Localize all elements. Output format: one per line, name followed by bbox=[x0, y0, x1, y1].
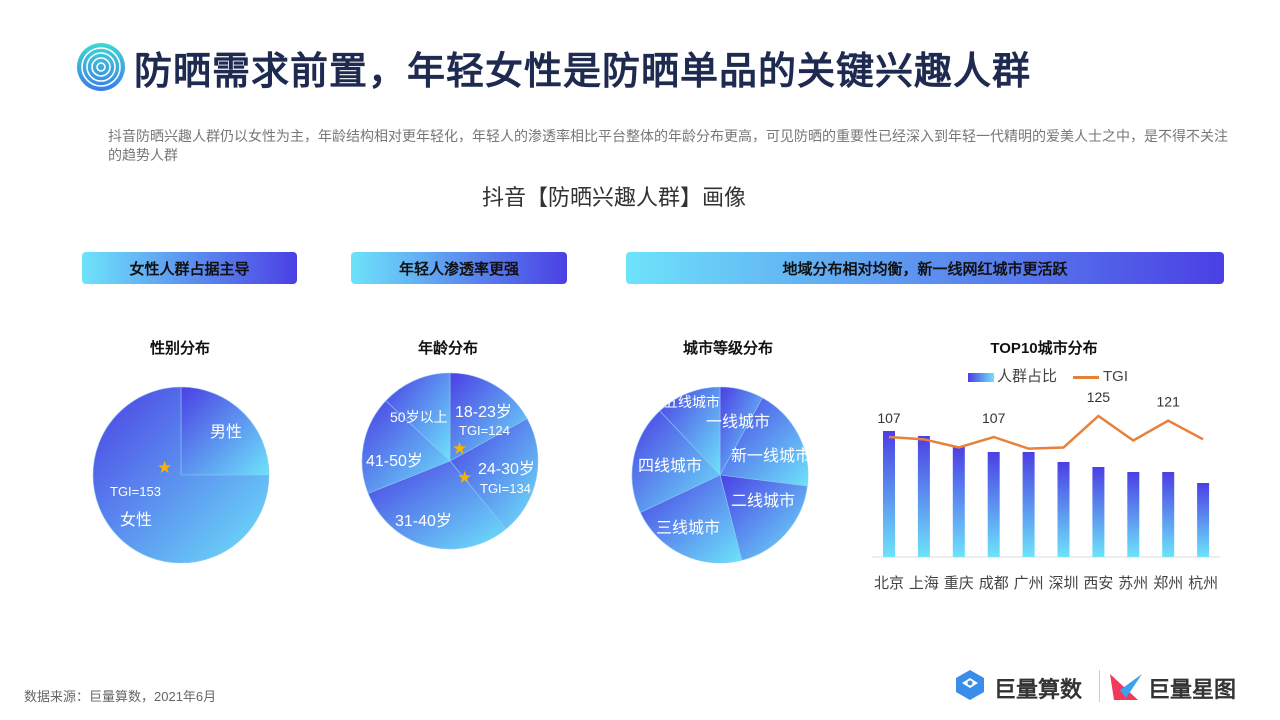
x-tick-label: 深圳 bbox=[1048, 575, 1078, 592]
x-tick-label: 成都 bbox=[979, 575, 1009, 592]
chart-title-age: 年龄分布 bbox=[417, 340, 478, 357]
star-icon: ★ bbox=[157, 458, 173, 477]
tgi-data-label: 107 bbox=[982, 410, 1006, 426]
pie-slice-24-30岁 bbox=[449, 418, 539, 530]
tgi-data-label: 121 bbox=[1157, 394, 1181, 410]
x-tick-label: 重庆 bbox=[944, 575, 974, 592]
x-tick-label: 杭州 bbox=[1188, 575, 1218, 592]
x-tick-label: 苏州 bbox=[1118, 575, 1148, 592]
tgi-data-label: 107 bbox=[877, 410, 901, 426]
legend-bar-swatch bbox=[968, 373, 994, 382]
pie-label: 男性 bbox=[210, 424, 243, 441]
pie-slice-三线城市 bbox=[639, 474, 743, 564]
bar-苏州 bbox=[1127, 472, 1140, 557]
brand-xingtu: 巨量星图 bbox=[1148, 677, 1237, 702]
pie-label: 五线城市 bbox=[664, 394, 720, 410]
pie-slice-女性 bbox=[92, 386, 270, 564]
data-source: 数据来源：巨量算数，2021年6月 bbox=[24, 689, 217, 704]
description: 抖音防晒兴趣人群仍以女性为主，年龄结构相对更年轻化，年轻人的渗透率相比平台整体的… bbox=[108, 128, 1228, 163]
bar-西安 bbox=[1092, 467, 1105, 557]
pie-label: 女性 bbox=[120, 512, 153, 529]
pie-label: 41-50岁 bbox=[366, 453, 423, 470]
pie-slice-50岁以上 bbox=[385, 372, 451, 462]
legend-label: 人群占比 bbox=[997, 368, 1058, 385]
legend-line-swatch bbox=[1073, 376, 1099, 379]
pie-label: 18-23岁 bbox=[455, 404, 512, 421]
pie-label: 31-40岁 bbox=[395, 513, 452, 530]
pie-label: 新一线城市 bbox=[731, 448, 812, 465]
divider bbox=[1099, 670, 1100, 702]
pie-slice-四线城市 bbox=[631, 410, 721, 513]
banner-region: 地域分布相对均衡，新一线网红城市更活跃 bbox=[626, 252, 1224, 284]
pie-label: 一线城市 bbox=[706, 414, 771, 431]
legend-label: TGI bbox=[1103, 368, 1128, 385]
pie-slice-新一线城市 bbox=[719, 397, 809, 487]
bar-重庆 bbox=[952, 447, 965, 557]
pie-label: 二线城市 bbox=[731, 493, 796, 510]
pie-slice-41-50岁 bbox=[361, 400, 451, 494]
bar-深圳 bbox=[1057, 462, 1070, 557]
pie-label: 50岁以上 bbox=[390, 409, 448, 425]
tgi-annotation: TGI=134 bbox=[480, 481, 531, 496]
pie-slice-31-40岁 bbox=[367, 460, 507, 550]
chart-title-city-tier: 城市等级分布 bbox=[682, 340, 773, 357]
brand-suanshu: 巨量算数 bbox=[994, 677, 1083, 702]
bar-成都 bbox=[987, 452, 1000, 557]
chart-title-top10: TOP10城市分布 bbox=[990, 340, 1098, 357]
x-tick-label: 广州 bbox=[1014, 575, 1044, 592]
x-tick-label: 北京 bbox=[874, 575, 904, 592]
logo-icon bbox=[77, 43, 125, 91]
pie-slice-男性 bbox=[180, 386, 270, 476]
banner-age: 年轻人渗透率更强 bbox=[351, 252, 567, 284]
x-tick-label: 西安 bbox=[1083, 575, 1113, 592]
pie-label: 四线城市 bbox=[638, 458, 703, 475]
bar-上海 bbox=[917, 436, 930, 557]
star-icon: ★ bbox=[452, 439, 468, 458]
star-icon: ★ bbox=[457, 468, 473, 487]
tgi-annotation: TGI=153 bbox=[110, 484, 161, 499]
x-tick-label: 上海 bbox=[909, 575, 939, 592]
tgi-data-label: 125 bbox=[1087, 389, 1111, 405]
tgi-annotation: TGI=124 bbox=[459, 423, 510, 438]
tgi-line bbox=[888, 414, 1204, 450]
bar-郑州 bbox=[1162, 472, 1175, 557]
pie-label: 三线城市 bbox=[656, 520, 721, 537]
bar-杭州 bbox=[1197, 483, 1210, 557]
bar-北京 bbox=[883, 431, 895, 557]
page-title: 防晒需求前置，年轻女性是防晒单品的关键兴趣人群 bbox=[134, 51, 1032, 93]
section-subtitle: 抖音【防晒兴趣人群】画像 bbox=[481, 185, 746, 210]
pie-slice-18-23岁 bbox=[449, 372, 528, 462]
bar-广州 bbox=[1022, 452, 1035, 557]
pie-label: 24-30岁 bbox=[478, 461, 535, 478]
banner-gender: 女性人群占据主导 bbox=[82, 252, 297, 284]
pie-slice-五线城市 bbox=[659, 386, 721, 476]
chart-title-gender: 性别分布 bbox=[149, 340, 210, 357]
pie-slice-二线城市 bbox=[719, 474, 808, 561]
juliang-xingtu-logo-icon bbox=[1110, 674, 1142, 700]
x-tick-label: 郑州 bbox=[1153, 575, 1183, 592]
juliang-suanshu-logo-icon bbox=[956, 670, 984, 700]
